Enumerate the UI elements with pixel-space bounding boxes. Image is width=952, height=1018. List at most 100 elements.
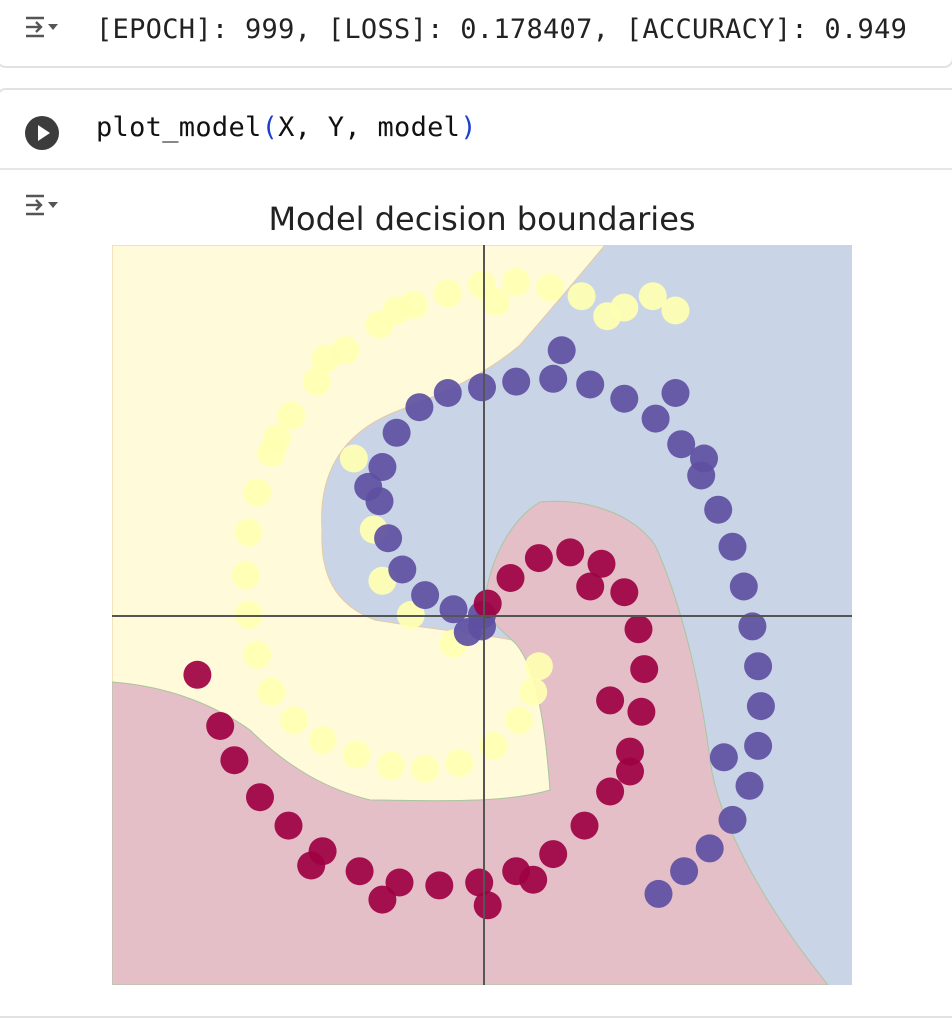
scatter-point-s0-16 xyxy=(243,640,272,669)
scatter-point-s0-33 xyxy=(638,282,667,311)
scatter-point-s2-22 xyxy=(206,712,235,740)
scatter-point-s2-7 xyxy=(630,655,659,684)
scatter-point-s2-0 xyxy=(473,589,502,618)
scatter-point-s0-1 xyxy=(567,282,596,311)
scatter-point-s0-21 xyxy=(376,751,405,780)
scatter-point-s1-29 xyxy=(644,879,673,908)
scatter-point-s0-26 xyxy=(519,677,548,706)
scatter-point-s1-24 xyxy=(744,731,773,760)
previous-cell: [EPOCH]: 999, [LOSS]: 0.178407, [ACCURAC… xyxy=(0,0,952,68)
scatter-point-s1-21 xyxy=(738,612,767,641)
scatter-point-s1-6 xyxy=(368,453,397,481)
scatter-point-s1-27 xyxy=(695,834,724,863)
play-circle-icon xyxy=(25,116,59,150)
scatter-point-s2-3 xyxy=(556,538,585,567)
scatter-point-s1-28 xyxy=(670,857,699,886)
scatter-point-s1-23 xyxy=(746,692,775,721)
scatter-point-s1-18 xyxy=(704,495,733,524)
scatter-point-s0-9 xyxy=(302,367,331,396)
scatter-point-s0-18 xyxy=(280,706,309,735)
scatter-point-s1-32 xyxy=(547,336,576,365)
scatter-point-s2-24 xyxy=(576,572,605,601)
scatter-point-s0-22 xyxy=(411,754,440,783)
scatter-point-s2-16 xyxy=(385,868,414,897)
scatter-point-s2-5 xyxy=(610,578,639,607)
scatter-point-s2-29 xyxy=(616,757,644,786)
scatter-point-s2-1 xyxy=(496,564,525,592)
scatter-point-s0-12 xyxy=(243,478,272,507)
code-line[interactable]: plot_model(X, Y, model) xyxy=(96,112,477,143)
scatter-point-s2-23 xyxy=(183,660,212,689)
scatter-point-s0-10 xyxy=(277,401,306,430)
scatter-point-s1-13 xyxy=(576,370,605,399)
scatter-point-s1-22 xyxy=(744,652,773,681)
scatter-point-s2-27 xyxy=(368,885,397,914)
scatter-point-s2-28 xyxy=(297,851,326,880)
scatter-point-s2-20 xyxy=(246,783,274,812)
scatter-point-s1-36 xyxy=(690,444,718,473)
scatter-point-s1-20 xyxy=(729,572,758,601)
scatter-point-s0-19 xyxy=(308,726,337,755)
scatter-point-s2-2 xyxy=(524,544,553,573)
scatter-point-s2-10 xyxy=(596,777,625,806)
scatter-point-s0-23 xyxy=(445,749,474,777)
code-function: plot_model xyxy=(96,112,262,143)
scatter-point-s2-30 xyxy=(596,686,625,715)
scatter-point-s2-6 xyxy=(624,615,653,644)
code-args: X, Y, model xyxy=(278,112,461,143)
scatter-point-s1-7 xyxy=(382,418,411,447)
scatter-point-s2-21 xyxy=(220,746,249,775)
scatter-points xyxy=(183,268,775,920)
scatter-point-s0-36 xyxy=(482,287,511,316)
output-collapse-icon[interactable] xyxy=(22,12,62,42)
scatter-point-s2-8 xyxy=(627,697,656,726)
code-editor[interactable]: plot_model(X, Y, model) xyxy=(0,90,952,170)
scatter-point-s0-3 xyxy=(502,268,531,296)
scatter-point-s1-2 xyxy=(411,581,440,610)
scatter-point-s0-24 xyxy=(479,731,508,760)
training-log-output: [EPOCH]: 999, [LOSS]: 0.178407, [ACCURAC… xyxy=(96,14,908,45)
scatter-point-s0-13 xyxy=(234,518,263,547)
scatter-point-s1-10 xyxy=(468,373,496,402)
scatter-point-s1-31 xyxy=(661,379,690,407)
scatter-point-s2-14 xyxy=(465,868,494,897)
output-collapse-icon[interactable] xyxy=(22,190,62,220)
run-cell-button[interactable] xyxy=(24,115,60,151)
code-close-paren: ) xyxy=(460,112,477,143)
scatter-point-s0-37 xyxy=(382,296,411,325)
scatter-point-s1-11 xyxy=(502,367,531,396)
scatter-point-s2-11 xyxy=(570,811,599,840)
scatter-point-s1-8 xyxy=(405,393,434,422)
scatter-point-s0-32 xyxy=(339,444,368,473)
scatter-point-s0-17 xyxy=(257,677,286,706)
scatter-point-s2-19 xyxy=(274,811,303,840)
scatter-point-s1-19 xyxy=(718,532,747,561)
scatter-point-s1-14 xyxy=(610,384,639,413)
scatter-point-s1-33 xyxy=(354,472,383,501)
scatter-point-s1-25 xyxy=(735,771,764,800)
scatter-point-s1-12 xyxy=(539,364,568,393)
scatter-point-s1-4 xyxy=(374,524,403,553)
scatter-point-s1-15 xyxy=(641,404,670,433)
scatter-point-s0-27 xyxy=(524,652,553,681)
scatter-point-s1-3 xyxy=(388,555,417,584)
scatter-point-s0-20 xyxy=(342,740,371,769)
scatter-point-s0-25 xyxy=(505,706,533,735)
scatter-point-s2-9 xyxy=(616,737,644,766)
scatter-point-s0-34 xyxy=(661,296,690,325)
scatter-point-s0-35 xyxy=(610,293,639,322)
scatter-point-s1-35 xyxy=(453,618,482,647)
code-open-paren: ( xyxy=(261,112,279,143)
scatter-point-s2-26 xyxy=(473,891,502,920)
scatter-point-s2-15 xyxy=(425,871,454,900)
scatter-point-s0-2 xyxy=(536,273,565,302)
scatter-point-s2-17 xyxy=(345,857,374,886)
scatter-point-s0-38 xyxy=(311,344,340,373)
scatter-point-s0-5 xyxy=(433,279,462,308)
scatter-point-s2-4 xyxy=(587,549,616,578)
scatter-point-s1-26 xyxy=(718,805,747,834)
scatter-point-s0-14 xyxy=(231,561,260,590)
scatter-point-s1-30 xyxy=(709,743,738,772)
scatter-point-s0-39 xyxy=(263,424,292,453)
